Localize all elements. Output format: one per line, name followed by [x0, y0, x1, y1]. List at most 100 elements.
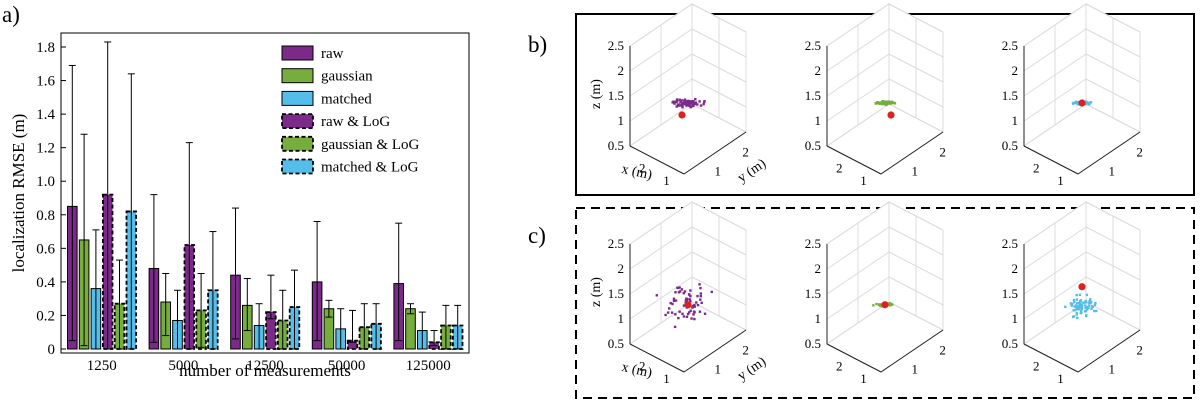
z-tick-label: 2.5	[1002, 236, 1018, 251]
scatter-point	[688, 102, 691, 106]
scatter-point	[688, 311, 691, 314]
x-tick-label: 1	[860, 371, 867, 386]
scatter-point	[1072, 309, 1075, 312]
scatter-point	[693, 305, 696, 308]
scatter-point	[698, 283, 701, 286]
scatter-point	[696, 303, 700, 307]
z-tick-label: 2.5	[608, 236, 624, 251]
legend-swatch	[281, 135, 314, 152]
scatter-point	[698, 310, 702, 313]
z-tick-label: 2	[618, 261, 625, 276]
x-axis-line	[629, 343, 685, 373]
scatter-point	[693, 311, 696, 314]
z-tick-label: 0.5	[1002, 138, 1018, 153]
scatter-point	[692, 103, 695, 107]
scatter-point	[678, 310, 681, 313]
scatter-point	[1080, 304, 1084, 307]
scatter-point	[1075, 302, 1079, 305]
scatter-point	[678, 286, 681, 289]
scatter3d-subplot: 0.5 1 1.5 2 2.5 2 1 1 2 z (m) x (m) y (m)	[589, 201, 769, 386]
scatter-point	[693, 303, 696, 307]
true-position-marker	[881, 301, 889, 309]
x-tick-label: 2	[1033, 160, 1040, 175]
scatter-point	[1085, 308, 1089, 311]
scatter-point	[1074, 304, 1077, 307]
scatter3d-subplot: 0.5 1 1.5 2 2.5 2 1 1 2	[805, 201, 946, 386]
x-axis-line	[826, 343, 882, 373]
scatter3d-subplot: 0.5 1 1.5 2 2.5 2 1 1 2 z (m) x (m) y (m)	[589, 3, 769, 188]
scatter-point	[881, 101, 885, 104]
scatter-point	[1079, 312, 1082, 315]
scatter-point	[875, 302, 878, 306]
scatter-point	[878, 304, 882, 307]
y-axis-ticks: 0 0.2 0.4 0.6 0.8 1.0 1.2 1.4 1.6 1.8	[36, 40, 66, 358]
y-tick-label: 1	[1108, 361, 1115, 376]
x-tick-label: 2	[639, 358, 646, 373]
legend-label: matched	[321, 91, 372, 107]
scatter-point	[685, 104, 688, 107]
scatter-point	[1075, 102, 1079, 105]
scatter-point	[692, 102, 696, 105]
scatter-point	[1075, 307, 1079, 311]
plot-area-frame	[60, 32, 470, 354]
scatter-point	[1085, 305, 1089, 309]
scatter-point	[690, 317, 693, 320]
scatter-point	[669, 301, 672, 305]
scatter-point	[1072, 315, 1076, 318]
scatter-point	[696, 103, 699, 106]
true-position-marker	[684, 301, 692, 309]
scatter-point	[1084, 101, 1087, 105]
y-tick-label: 1	[714, 361, 721, 376]
x-axis-label: x (m)	[620, 360, 653, 381]
scatter-point	[699, 104, 703, 107]
z-tick-label: 0.5	[608, 138, 624, 153]
y-tick-label: 1	[1108, 163, 1115, 178]
scatter-point	[1089, 298, 1092, 301]
scatter-point	[692, 99, 695, 103]
scatter-point	[1084, 299, 1087, 303]
scatter-point	[699, 298, 702, 301]
scatter-point	[1092, 309, 1096, 313]
scatter-point	[1069, 302, 1073, 305]
scatter-point	[1087, 304, 1091, 307]
scatter-point	[671, 302, 674, 306]
y-tick-label: 1	[714, 163, 721, 178]
panel-c-scatter-3d: c) 0.5 1 1.5 2 2.5 2 1 1 2 z (m) x (m) y (m) 0.5 1 1.5…	[528, 201, 1195, 399]
x-axis-ticks: 1250 5000 12500 50000 125000	[87, 358, 451, 374]
legend-label: raw & LoG	[321, 114, 390, 130]
scatter-point	[881, 100, 885, 103]
scatter-point	[692, 313, 695, 316]
scatter-point	[1089, 100, 1093, 104]
scatter-point	[1072, 298, 1076, 302]
scatter-point	[682, 315, 686, 318]
bars-group	[67, 41, 464, 350]
scatter-point	[686, 100, 689, 103]
scatter-point	[679, 100, 682, 104]
scatter-point	[1078, 293, 1082, 297]
scatter-point	[691, 304, 695, 308]
scatter-point	[1075, 312, 1078, 315]
scatter-point	[655, 294, 659, 297]
y-tick-label: 1	[911, 163, 918, 178]
scatter-point	[1073, 300, 1076, 304]
scatter-point	[674, 299, 678, 302]
x-tick-label: 5000	[168, 358, 198, 374]
scatter-point	[1071, 302, 1074, 305]
scatter-points	[671, 97, 706, 109]
legend-swatch	[281, 68, 314, 84]
scatter-point	[681, 106, 684, 109]
scatter-point	[672, 299, 676, 303]
scatter-point	[683, 290, 687, 293]
y-tick-label: 2	[742, 342, 749, 357]
scatter-point	[893, 102, 897, 105]
scatter-point	[682, 102, 685, 106]
scatter-point	[1085, 293, 1089, 297]
scatter-point	[1081, 301, 1084, 304]
x-axis-line	[826, 145, 882, 175]
scatter-point	[1090, 307, 1093, 310]
scatter-point	[1070, 304, 1073, 307]
x-axis-label: x (m)	[620, 162, 653, 183]
z-tick-label: 1	[1012, 113, 1019, 128]
z-tick-label: 1	[815, 311, 822, 326]
y-tick-label: 2	[939, 342, 946, 357]
